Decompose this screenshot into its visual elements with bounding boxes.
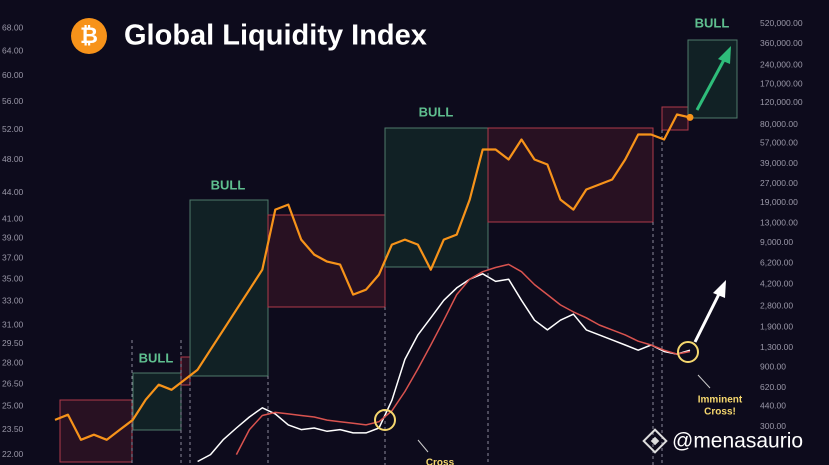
y2-tick-label: 27,000.00 bbox=[760, 178, 798, 188]
arrow bbox=[695, 57, 727, 111]
y-tick-label: 68.00 bbox=[2, 23, 24, 33]
y2-tick-label: 80,000.00 bbox=[760, 119, 798, 129]
annotation: BULL bbox=[211, 177, 246, 192]
annotation: Cross bbox=[426, 458, 455, 465]
y-tick-label: 64.00 bbox=[2, 45, 24, 55]
pointer bbox=[697, 374, 711, 389]
y2-tick-label: 1,300.00 bbox=[760, 342, 793, 352]
y2-tick-label: 19,000.00 bbox=[760, 197, 798, 207]
y2-tick-label: 2,800.00 bbox=[760, 300, 793, 310]
y-tick-label: 56.00 bbox=[2, 96, 24, 106]
bitcoin-symbol: ₿ bbox=[80, 23, 98, 48]
annotation: BULL bbox=[419, 104, 454, 119]
y-tick-label: 26.50 bbox=[2, 379, 24, 389]
y-tick-label: 37.00 bbox=[2, 252, 24, 262]
y2-tick-label: 1,900.00 bbox=[760, 321, 793, 331]
bull-box bbox=[132, 372, 182, 431]
y-tick-label: 28.00 bbox=[2, 358, 24, 368]
y-tick-label: 23.50 bbox=[2, 424, 24, 434]
y-tick-label: 41.00 bbox=[2, 214, 24, 224]
bitcoin-logo bbox=[71, 18, 107, 54]
plot bbox=[54, 113, 694, 463]
y-tick-label: 39.00 bbox=[2, 233, 24, 243]
bull-box bbox=[384, 127, 489, 268]
cross-marker bbox=[677, 341, 699, 363]
cycle-dividers bbox=[131, 130, 663, 465]
y-tick-label: 25.00 bbox=[2, 401, 24, 411]
y2-tick-label: 240,000.00 bbox=[760, 60, 803, 70]
icon-shape bbox=[642, 428, 668, 454]
arrow bbox=[693, 291, 722, 343]
cross-marker bbox=[374, 409, 396, 431]
y-tick-label: 29.50 bbox=[2, 338, 24, 348]
y-tick-label: 44.00 bbox=[2, 187, 24, 197]
decorations: ₿ bbox=[71, 18, 731, 454]
y-tick-label: 33.00 bbox=[2, 296, 24, 306]
y-tick-label: 35.00 bbox=[2, 273, 24, 283]
y2-tick-label: 39,000.00 bbox=[760, 158, 798, 168]
y2-tick-label: 13,000.00 bbox=[760, 217, 798, 227]
bull-box bbox=[189, 199, 269, 377]
y-tick-label: 60.00 bbox=[2, 70, 24, 80]
pointer bbox=[417, 439, 429, 453]
chart-title: Global Liquidity Index bbox=[124, 20, 427, 52]
y-tick-label: 48.00 bbox=[2, 154, 24, 164]
annotation: Cross! bbox=[704, 407, 736, 418]
arrow-head bbox=[713, 280, 726, 298]
series-line bbox=[235, 263, 691, 455]
annotation: Imminent bbox=[698, 395, 743, 406]
last-point bbox=[686, 113, 694, 121]
y2-tick-label: 520,000.00 bbox=[760, 18, 803, 28]
y2-tick-label: 6,200.00 bbox=[760, 257, 793, 267]
y-tick-label: 22.00 bbox=[2, 449, 24, 459]
y2-tick-label: 4,200.00 bbox=[760, 278, 793, 288]
series-line bbox=[54, 113, 691, 441]
y2-tick-label: 620.00 bbox=[760, 382, 786, 392]
watermark: @menasaurio bbox=[672, 430, 803, 453]
y2-tick-label: 9,000.00 bbox=[760, 237, 793, 247]
y2-tick-label: 900.00 bbox=[760, 362, 786, 372]
y2-tick-label: 57,000.00 bbox=[760, 137, 798, 147]
y2-tick-label: 300.00 bbox=[760, 421, 786, 431]
y2-tick-label: 120,000.00 bbox=[760, 97, 803, 107]
y2-tick-label: 360,000.00 bbox=[760, 38, 803, 48]
y2-tick-label: 440.00 bbox=[760, 400, 786, 410]
bear-box bbox=[59, 399, 133, 463]
arrow-head bbox=[718, 46, 731, 64]
annotation: BULL bbox=[695, 15, 730, 30]
annotation: BULL bbox=[139, 350, 174, 365]
series-line bbox=[197, 273, 691, 463]
y2-tick-label: 170,000.00 bbox=[760, 78, 803, 88]
y-tick-label: 31.00 bbox=[2, 319, 24, 329]
y-tick-label: 52.00 bbox=[2, 124, 24, 134]
